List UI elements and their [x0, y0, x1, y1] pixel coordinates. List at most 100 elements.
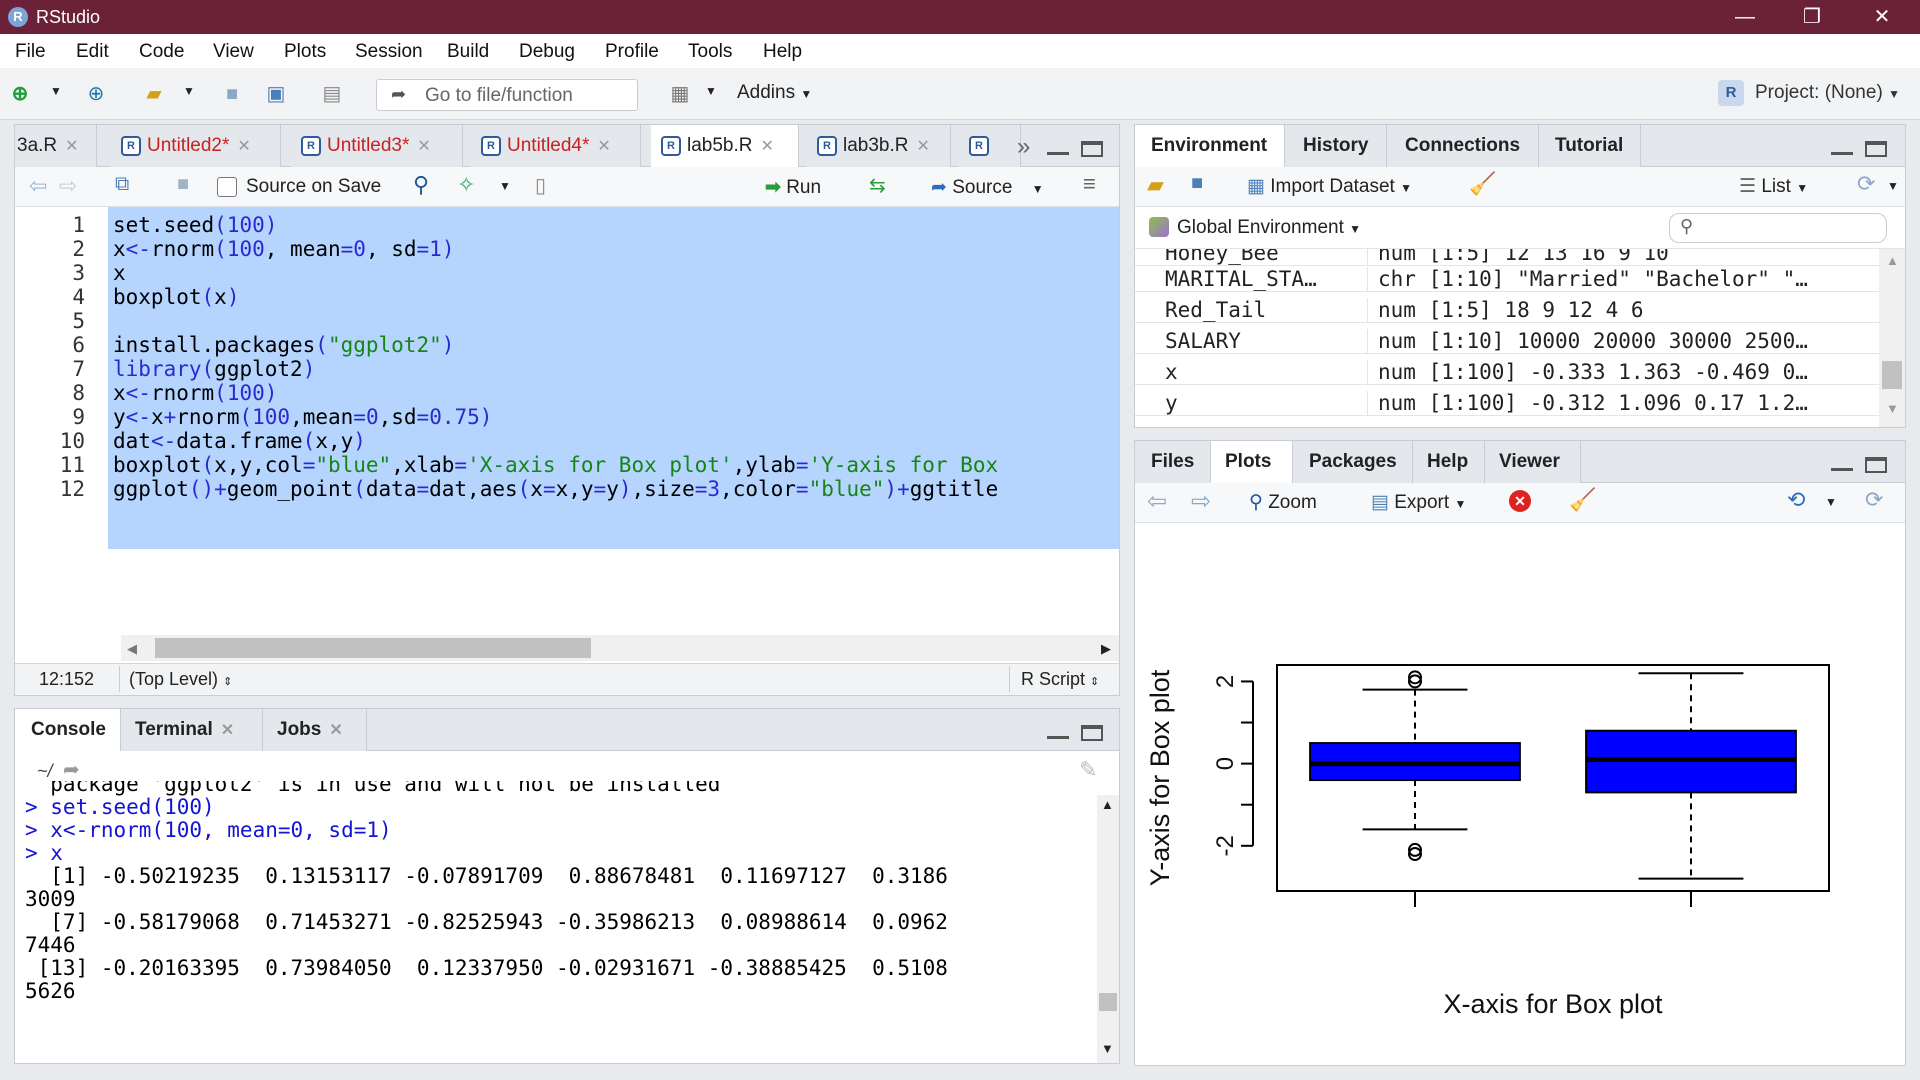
tab-overflow[interactable]: R: [959, 125, 1021, 167]
menu-session[interactable]: Session: [355, 41, 423, 62]
env-row-y[interactable]: y num [1:100] -0.312 1.096 0.17 1.2…: [1135, 391, 1879, 416]
tab-history[interactable]: History: [1285, 125, 1387, 167]
tab-console[interactable]: Console: [15, 709, 121, 751]
environment-scope-menu[interactable]: Global Environment ▼: [1177, 217, 1362, 238]
back-arrow-icon[interactable]: ⇦: [29, 173, 48, 198]
scope-menu[interactable]: (Top Level) ⇕: [129, 669, 233, 689]
more-tabs-icon[interactable]: »: [1017, 133, 1031, 160]
tab-jobs[interactable]: Jobs ✕: [263, 709, 367, 751]
open-file-icon[interactable]: ▰: [146, 83, 162, 105]
close-tab-icon[interactable]: ✕: [760, 138, 774, 155]
goto-file-input[interactable]: ➦ Go to file/function: [376, 79, 638, 111]
rerun-icon[interactable]: ⇆: [869, 175, 886, 197]
minimize-pane-icon[interactable]: [1047, 139, 1069, 155]
menu-code[interactable]: Code: [139, 41, 185, 62]
close-tab-icon[interactable]: ✕: [916, 138, 930, 155]
menu-build[interactable]: Build: [447, 41, 490, 62]
code-tools-icon[interactable]: ✧: [457, 172, 476, 197]
restore-button[interactable]: ❐: [1803, 6, 1821, 28]
scrollbar-thumb[interactable]: [1882, 361, 1902, 389]
tab-help[interactable]: Help: [1413, 441, 1485, 483]
tab-tutorial[interactable]: Tutorial: [1539, 125, 1641, 167]
scroll-down-icon[interactable]: ▼: [1886, 401, 1899, 416]
tab-terminal[interactable]: Terminal ✕: [121, 709, 263, 751]
env-row-salary[interactable]: SALARY num [1:10] 10000 20000 30000 2500…: [1135, 329, 1879, 354]
env-row-marital-status[interactable]: MARITAL_STA… chr [1:10] "Married" "Bache…: [1135, 267, 1879, 292]
search-icon[interactable]: ⚲: [413, 172, 430, 197]
remove-plot-icon[interactable]: ✕: [1509, 490, 1531, 512]
tab-environment[interactable]: Environment: [1135, 125, 1285, 167]
env-row-red-tail[interactable]: Red_Tail num [1:5] 18 9 12 4 6: [1135, 298, 1879, 323]
clear-plots-icon[interactable]: 🧹: [1569, 487, 1597, 512]
close-button[interactable]: ✕: [1873, 6, 1891, 28]
open-recent-dropdown-icon[interactable]: ▼: [183, 84, 195, 98]
run-button[interactable]: ➡ Run: [765, 177, 822, 198]
minimize-pane-icon[interactable]: [1831, 455, 1853, 471]
project-menu[interactable]: Project: (None) ▼: [1755, 82, 1900, 103]
environment-scrollbar[interactable]: ▲ ▼: [1879, 249, 1905, 427]
menu-help[interactable]: Help: [763, 41, 803, 62]
menu-profile[interactable]: Profile: [605, 41, 659, 62]
tab-untitled3[interactable]: R Untitled3* ✕: [291, 125, 463, 167]
pane-layout-dropdown-icon[interactable]: ▼: [705, 84, 717, 98]
publish-icon[interactable]: ⟲: [1787, 487, 1806, 512]
menu-view[interactable]: View: [213, 41, 254, 62]
print-icon[interactable]: ▤: [322, 83, 342, 105]
env-row-honey-bee[interactable]: Honey_Bee num [1:5] 12 13 16 9 10: [1135, 249, 1879, 266]
menu-file[interactable]: File: [15, 41, 46, 62]
new-file-icon[interactable]: ⊕: [11, 83, 29, 105]
tab-connections[interactable]: Connections: [1387, 125, 1539, 167]
code-tools-dropdown-icon[interactable]: ▼: [499, 179, 511, 193]
environment-search-input[interactable]: ⚲: [1669, 213, 1887, 243]
minimize-pane-icon[interactable]: [1047, 723, 1069, 739]
tab-files[interactable]: Files: [1135, 441, 1211, 483]
scroll-up-icon[interactable]: ▲: [1886, 253, 1899, 268]
menu-plots[interactable]: Plots: [284, 41, 327, 62]
tab-3a-r[interactable]: 3a.R ✕: [15, 125, 97, 167]
save-icon[interactable]: ■: [225, 83, 239, 105]
minimize-button[interactable]: —: [1735, 6, 1755, 28]
new-file-dropdown-icon[interactable]: ▼: [50, 84, 62, 98]
close-tab-icon[interactable]: ✕: [220, 722, 235, 739]
forward-arrow-icon[interactable]: ⇨: [59, 173, 78, 198]
console-output[interactable]: package 'ggplot2' is in use and will not…: [25, 781, 1095, 1063]
source-on-save-checkbox[interactable]: [217, 177, 237, 197]
env-row-x[interactable]: x num [1:100] -0.333 1.363 -0.469 0…: [1135, 360, 1879, 385]
minimize-pane-icon[interactable]: [1831, 139, 1853, 155]
scroll-up-icon[interactable]: ▲: [1101, 797, 1114, 812]
menu-edit[interactable]: Edit: [76, 41, 109, 62]
scroll-right-icon[interactable]: ▶: [1101, 641, 1111, 656]
go-to-directory-icon[interactable]: ➦: [63, 759, 80, 781]
menu-debug[interactable]: Debug: [519, 41, 575, 62]
import-dataset-button[interactable]: ▦ Import Dataset ▼: [1247, 176, 1413, 197]
close-tab-icon[interactable]: ✕: [597, 138, 611, 155]
refresh-plot-icon[interactable]: ⟳: [1865, 487, 1884, 512]
save-workspace-icon[interactable]: ■: [1191, 172, 1204, 194]
pane-layout-icon[interactable]: ▦: [670, 83, 690, 105]
maximize-pane-icon[interactable]: [1865, 457, 1887, 473]
tab-viewer[interactable]: Viewer: [1485, 441, 1581, 483]
zoom-button[interactable]: ⚲ Zoom: [1249, 492, 1317, 513]
close-tab-icon[interactable]: ✕: [237, 138, 251, 155]
new-project-icon[interactable]: ⊕: [87, 83, 105, 105]
close-tab-icon[interactable]: ✕: [329, 722, 343, 739]
menu-tools[interactable]: Tools: [688, 41, 733, 62]
show-in-window-icon[interactable]: ⧉: [115, 173, 130, 195]
compile-report-icon[interactable]: ▯: [535, 175, 547, 197]
scroll-left-icon[interactable]: ◀: [127, 641, 137, 656]
previous-plot-icon[interactable]: ⇦: [1147, 488, 1168, 515]
maximize-pane-icon[interactable]: [1081, 141, 1103, 157]
save-all-icon[interactable]: ▣: [266, 83, 286, 105]
file-type-menu[interactable]: R Script ⇕: [1021, 669, 1100, 689]
maximize-pane-icon[interactable]: [1081, 725, 1103, 741]
close-tab-icon[interactable]: ✕: [417, 138, 431, 155]
maximize-pane-icon[interactable]: [1865, 141, 1887, 157]
addins-button[interactable]: Addins ▼: [737, 82, 813, 103]
tab-untitled2[interactable]: R Untitled2* ✕: [111, 125, 281, 167]
tab-packages[interactable]: Packages: [1293, 441, 1413, 483]
load-workspace-icon[interactable]: ▰: [1147, 172, 1164, 197]
tab-untitled4[interactable]: R Untitled4* ✕: [471, 125, 641, 167]
code-editor[interactable]: 1 2 3 4 5 6 7 8 9 10 11 12 set.seed(100)…: [15, 207, 1119, 635]
